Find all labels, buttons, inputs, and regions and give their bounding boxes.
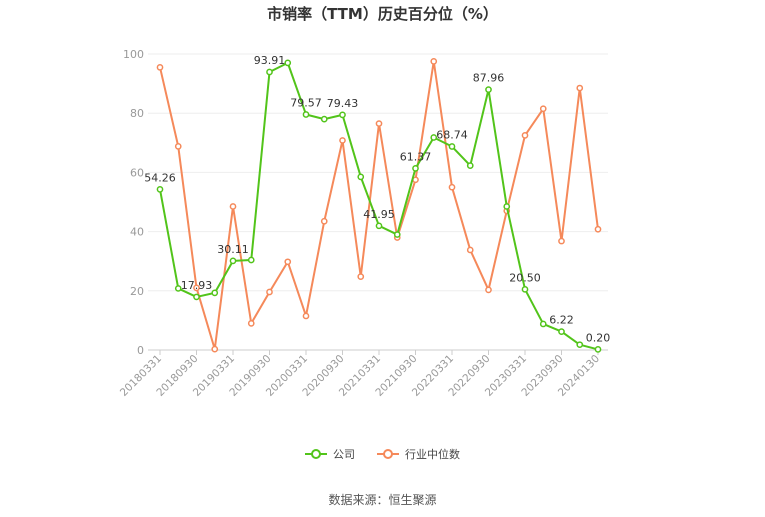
- company-point-20201231: [357, 173, 365, 181]
- axis-layer: 0204060801002018033120180930201903312019…: [118, 48, 608, 399]
- company-data-label-20220930: 87.96: [473, 72, 505, 85]
- company-point-20230630: [539, 320, 547, 328]
- company-point-20231231: [576, 341, 584, 349]
- industry-point-20220930: [485, 286, 492, 294]
- series-layer: [156, 58, 602, 353]
- industry-point-20200331: [302, 312, 310, 320]
- legend-company-label: 公司: [333, 448, 355, 461]
- company-point-20180930: [193, 293, 200, 301]
- series-line-industry: [159, 60, 599, 351]
- industry-point-20230630: [539, 105, 547, 113]
- company-point-20211231: [430, 134, 438, 141]
- industry-point-20200930: [339, 137, 346, 144]
- company-point-20240130: [594, 346, 602, 353]
- y-tick-label-60: 60: [130, 166, 144, 179]
- company-data-label-20180930: 17.93: [181, 279, 213, 292]
- industry-point-20190331: [229, 203, 237, 210]
- y-tick-label-0: 0: [137, 344, 144, 357]
- y-tick-label-20: 20: [130, 285, 144, 298]
- industry-point-20220630: [466, 246, 474, 254]
- industry-point-20201231: [357, 273, 365, 280]
- legend: 公司 行业中位数: [0, 446, 765, 462]
- industry-point-20190630: [247, 320, 255, 327]
- legend-industry-label: 行业中位数: [405, 448, 460, 461]
- series-line-company: [159, 61, 599, 351]
- company-data-label-20190930: 93.91: [254, 54, 286, 67]
- industry-point-20210331: [375, 120, 383, 127]
- company-point-20190630: [247, 256, 255, 264]
- company-point-20210930: [412, 164, 419, 172]
- company-point-20230930: [558, 328, 565, 335]
- company-point-20190930: [266, 68, 273, 76]
- company-data-label-20230331: 20.50: [509, 271, 541, 284]
- data-label-layer: 54.26 17.93 30.11 93.91 79.57 79.43 41.95 61.37…: [144, 54, 610, 344]
- company-data-label-20230930: 6.22: [549, 314, 574, 327]
- company-point-20191231: [284, 59, 292, 67]
- industry-point-20240130: [594, 225, 602, 233]
- company-data-label-20240130: 0.20: [586, 331, 611, 344]
- y-tick-label-80: 80: [130, 107, 144, 120]
- data-source: 数据来源：恒生聚源: [328, 493, 437, 507]
- company-data-label-20190331: 30.11: [217, 243, 249, 256]
- company-point-20220331: [448, 143, 456, 150]
- industry-point-20180930: [193, 284, 200, 292]
- company-point-20180331: [156, 186, 164, 193]
- company-point-20200331: [302, 111, 310, 118]
- company-point-20180630: [174, 285, 182, 292]
- chart-canvas: 0204060801002018033120180930201903312019…: [118, 48, 610, 399]
- company-data-label-20200930: 79.43: [327, 97, 359, 110]
- company-point-20220630: [466, 162, 474, 169]
- company-point-20210331: [375, 222, 383, 230]
- industry-point-20231231: [576, 84, 584, 92]
- industry-point-20180331: [156, 63, 164, 71]
- company-data-label-20200331: 79.57: [290, 96, 322, 109]
- industry-point-20191231: [284, 258, 292, 266]
- company-point-20190331: [229, 257, 237, 265]
- company-data-label-20210331: 41.95: [363, 208, 395, 221]
- industry-point-20190930: [266, 288, 273, 296]
- y-tick-label-40: 40: [130, 226, 144, 239]
- company-point-20220930: [485, 86, 492, 93]
- company-point-20200930: [339, 111, 346, 119]
- grid-layer: [148, 53, 608, 292]
- company-point-20210630: [393, 231, 401, 238]
- legend-company-icon: [305, 449, 327, 459]
- industry-point-20181231: [211, 345, 219, 353]
- industry-point-20230930: [558, 237, 565, 245]
- industry-point-20180630: [174, 143, 182, 150]
- company-point-20181231: [211, 289, 219, 297]
- company-point-20200630: [320, 115, 328, 123]
- industry-point-20230331: [521, 132, 529, 139]
- industry-point-20211231: [430, 58, 438, 65]
- legend-item-company[interactable]: 公司: [305, 446, 355, 462]
- industry-point-20200630: [320, 217, 328, 225]
- company-data-label-20180331: 54.26: [144, 171, 176, 184]
- industry-point-20220331: [448, 183, 456, 191]
- y-tick-label-100: 100: [123, 48, 144, 61]
- chart-title: 市销率（TTM）历史百分位（%）: [267, 5, 498, 23]
- company-point-20230331: [521, 285, 529, 293]
- legend-item-industry[interactable]: 行业中位数: [377, 446, 460, 462]
- company-point-20221231: [503, 203, 511, 210]
- legend-industry-icon: [377, 449, 399, 459]
- company-data-label-20210930: 61.37: [400, 150, 432, 163]
- company-data-label-20220331: 68.74: [436, 129, 468, 142]
